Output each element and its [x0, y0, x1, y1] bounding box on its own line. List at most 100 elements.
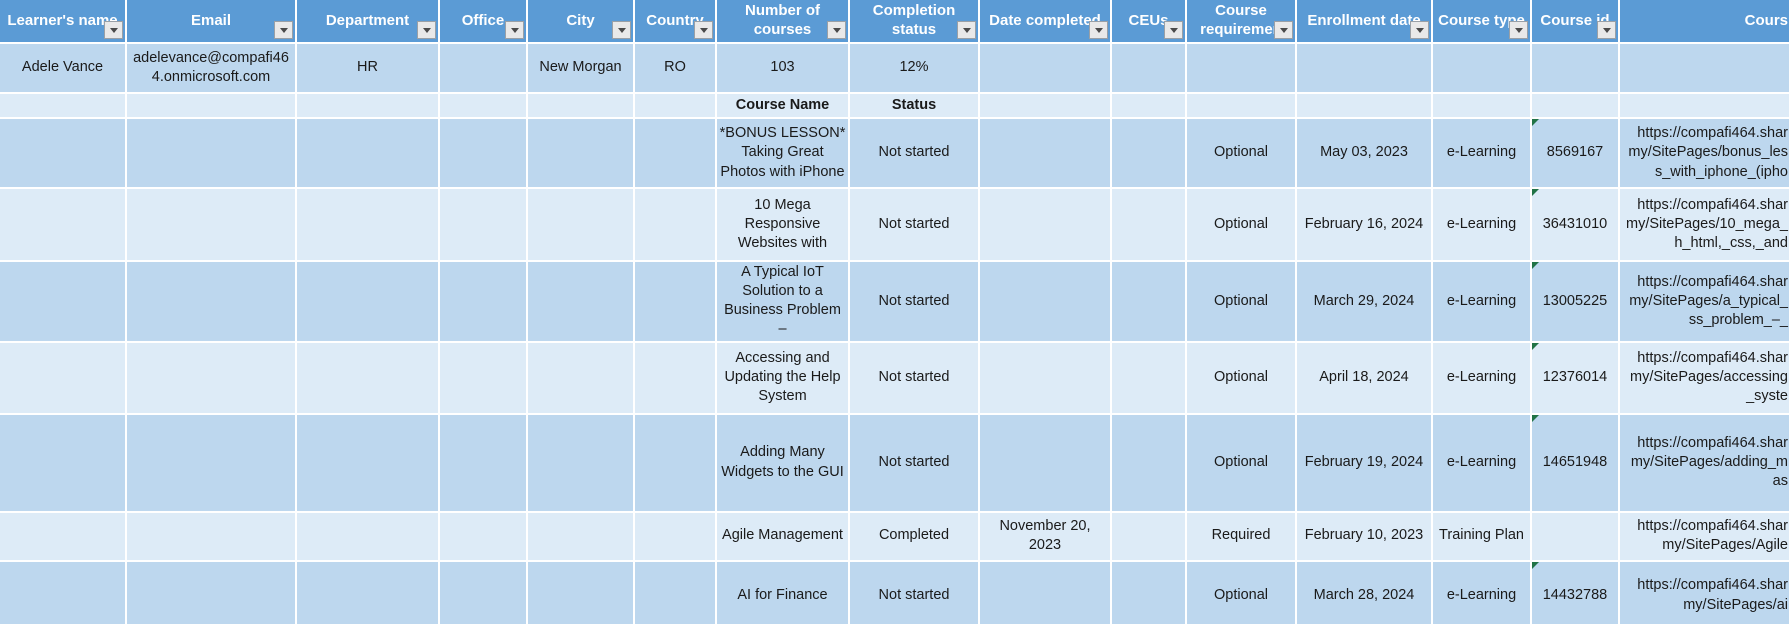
cell-course-type[interactable]: e-Learning	[1433, 414, 1532, 513]
cell-empty[interactable]	[528, 189, 635, 262]
cell-empty[interactable]	[127, 414, 297, 513]
cell-course-type[interactable]: Training Plan	[1433, 512, 1532, 562]
cell-course-name[interactable]: 10 Mega Responsive Websites with	[717, 189, 850, 262]
cell-date-completed[interactable]	[980, 561, 1112, 624]
cell-empty[interactable]	[1433, 94, 1532, 119]
cell-empty[interactable]	[127, 512, 297, 562]
filter-button[interactable]	[1089, 21, 1108, 39]
subheader-course-name[interactable]: Course Name	[717, 94, 850, 119]
cell-empty[interactable]	[0, 561, 127, 624]
cell-date-completed[interactable]	[980, 119, 1112, 189]
cell-empty[interactable]	[1620, 94, 1789, 119]
cell-empty[interactable]	[0, 262, 127, 343]
cell-learner-name[interactable]: Adele Vance	[0, 44, 127, 94]
cell-office[interactable]	[440, 44, 528, 94]
cell-course-name[interactable]: *BONUS LESSON* Taking Great Photos with …	[717, 119, 850, 189]
cell-empty[interactable]	[635, 414, 717, 513]
cell-empty[interactable]	[297, 342, 440, 415]
header-city[interactable]: City	[528, 0, 635, 44]
cell-empty[interactable]	[528, 342, 635, 415]
cell-requirement[interactable]: Required	[1187, 512, 1297, 562]
cell-empty[interactable]	[980, 94, 1112, 119]
cell-ceus[interactable]	[1112, 262, 1187, 343]
cell-course-id[interactable]: 12376014	[1532, 342, 1620, 415]
cell-status[interactable]: Not started	[850, 414, 980, 513]
header-number-of-courses[interactable]: Number of courses	[717, 0, 850, 44]
cell-status[interactable]: Not started	[850, 342, 980, 415]
cell-requirement[interactable]: Optional	[1187, 189, 1297, 262]
cell-empty[interactable]	[440, 262, 528, 343]
cell-date-completed[interactable]: November 20, 2023	[980, 512, 1112, 562]
cell-course-id[interactable]: 36431010	[1532, 189, 1620, 262]
cell-enrollment-date[interactable]: March 29, 2024	[1297, 262, 1433, 343]
cell-course-type[interactable]: e-Learning	[1433, 342, 1532, 415]
cell-empty[interactable]	[297, 189, 440, 262]
filter-button[interactable]	[505, 21, 524, 39]
header-course-link[interactable]: Cours	[1620, 0, 1789, 44]
cell-empty[interactable]	[1112, 44, 1187, 94]
cell-enrollment-date[interactable]: February 19, 2024	[1297, 414, 1433, 513]
filter-button[interactable]	[694, 21, 713, 39]
cell-course-type[interactable]: e-Learning	[1433, 119, 1532, 189]
cell-empty[interactable]	[635, 342, 717, 415]
cell-empty[interactable]	[0, 342, 127, 415]
cell-course-type[interactable]: e-Learning	[1433, 561, 1532, 624]
cell-completion-status[interactable]: 12%	[850, 44, 980, 94]
cell-course-id[interactable]: 14651948	[1532, 414, 1620, 513]
cell-empty[interactable]	[0, 414, 127, 513]
cell-empty[interactable]	[297, 94, 440, 119]
header-course-type[interactable]: Course type	[1433, 0, 1532, 44]
cell-empty[interactable]	[440, 342, 528, 415]
header-completion-status[interactable]: Completion status	[850, 0, 980, 44]
cell-email[interactable]: adelevance@compafi464.onmicrosoft.com	[127, 44, 297, 94]
cell-ceus[interactable]	[1112, 414, 1187, 513]
cell-requirement[interactable]: Optional	[1187, 561, 1297, 624]
cell-date-completed[interactable]	[980, 262, 1112, 343]
filter-button[interactable]	[827, 21, 846, 39]
cell-empty[interactable]	[528, 512, 635, 562]
cell-status[interactable]: Not started	[850, 262, 980, 343]
cell-course-name[interactable]: A Typical IoT Solution to a Business Pro…	[717, 262, 850, 343]
header-office[interactable]: Office	[440, 0, 528, 44]
cell-ceus[interactable]	[1112, 119, 1187, 189]
cell-empty[interactable]	[440, 189, 528, 262]
cell-enrollment-date[interactable]: February 16, 2024	[1297, 189, 1433, 262]
cell-empty[interactable]	[127, 561, 297, 624]
cell-empty[interactable]	[1620, 44, 1789, 94]
header-date-completed[interactable]: Date completed	[980, 0, 1112, 44]
header-country[interactable]: Country	[635, 0, 717, 44]
cell-empty[interactable]	[0, 119, 127, 189]
header-learners-name[interactable]: Learner's name	[0, 0, 127, 44]
cell-enrollment-date[interactable]: February 10, 2023	[1297, 512, 1433, 562]
cell-date-completed[interactable]	[980, 189, 1112, 262]
header-ceus[interactable]: CEUs	[1112, 0, 1187, 44]
cell-requirement[interactable]: Optional	[1187, 119, 1297, 189]
cell-course-name[interactable]: Accessing and Updating the Help System	[717, 342, 850, 415]
cell-status[interactable]: Completed	[850, 512, 980, 562]
cell-empty[interactable]	[0, 512, 127, 562]
cell-empty[interactable]	[127, 189, 297, 262]
cell-empty[interactable]	[635, 512, 717, 562]
cell-empty[interactable]	[528, 561, 635, 624]
cell-empty[interactable]	[1187, 94, 1297, 119]
cell-empty[interactable]	[1532, 94, 1620, 119]
cell-empty[interactable]	[440, 512, 528, 562]
cell-course-link[interactable]: https://compafi464.shar my/SitePages/add…	[1620, 414, 1789, 513]
cell-department[interactable]: HR	[297, 44, 440, 94]
cell-empty[interactable]	[440, 414, 528, 513]
subheader-status[interactable]: Status	[850, 94, 980, 119]
cell-course-link[interactable]: https://compafi464.shar my/SitePages/Agi…	[1620, 512, 1789, 562]
cell-empty[interactable]	[127, 94, 297, 119]
filter-button[interactable]	[1509, 21, 1528, 39]
cell-empty[interactable]	[1297, 94, 1433, 119]
cell-course-type[interactable]: e-Learning	[1433, 262, 1532, 343]
cell-course-type[interactable]: e-Learning	[1433, 189, 1532, 262]
filter-button[interactable]	[417, 21, 436, 39]
cell-empty[interactable]	[635, 94, 717, 119]
cell-empty[interactable]	[1433, 44, 1532, 94]
cell-status[interactable]: Not started	[850, 189, 980, 262]
header-enrollment-date[interactable]: Enrollment date	[1297, 0, 1433, 44]
cell-ceus[interactable]	[1112, 189, 1187, 262]
cell-course-name[interactable]: Adding Many Widgets to the GUI	[717, 414, 850, 513]
cell-empty[interactable]	[127, 119, 297, 189]
